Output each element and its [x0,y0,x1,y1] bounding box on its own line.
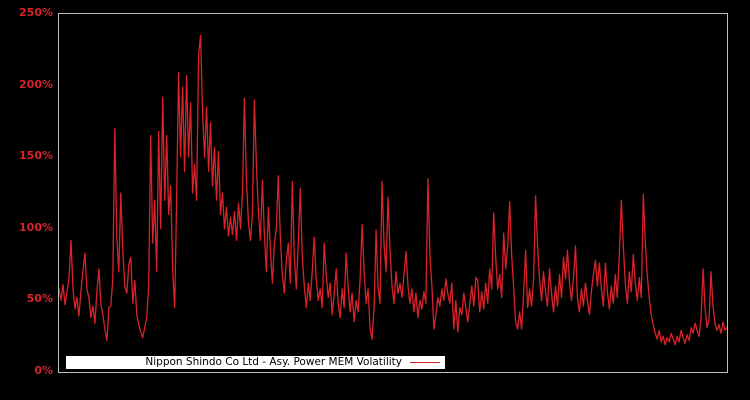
y-tick-label-100%: 100% [19,220,53,234]
y-tick-label-250%: 250% [19,6,53,19]
volatility-series-line [59,34,727,346]
legend: Nippon Shindo Co Ltd - Asy. Power MEM Vo… [66,356,445,369]
y-tick-label-200%: 200% [19,77,53,91]
legend-line-sample-icon [410,362,440,363]
y-tick-label-0%: 0% [34,364,53,377]
y-tick-label-150%: 150% [19,149,53,163]
y-tick-label-50%: 50% [26,292,53,306]
legend-label: Nippon Shindo Co Ltd - Asy. Power MEM Vo… [145,356,402,368]
series-polyline [59,34,727,346]
plot-area [58,13,728,373]
